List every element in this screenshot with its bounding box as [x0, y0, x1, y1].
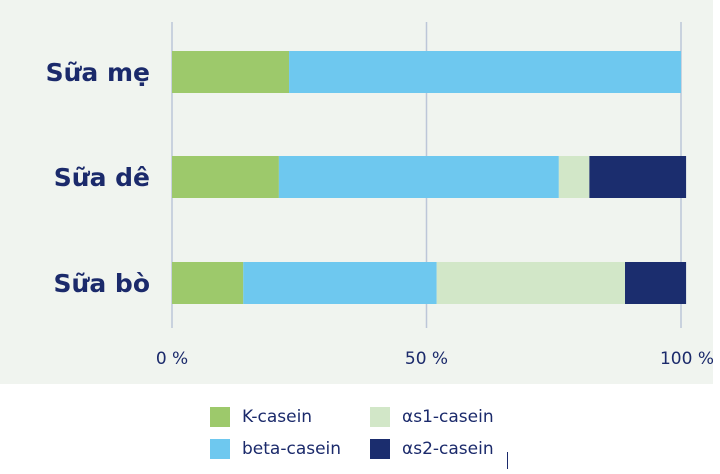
legend-swatch-k-casein	[210, 407, 230, 427]
x-tick-label-2: 100 %	[660, 349, 713, 369]
x-tick-label-1: 50 %	[405, 349, 448, 369]
legend-item-as1-casein: αs1-casein	[370, 404, 494, 430]
legend-swatch-as2-casein	[370, 439, 390, 459]
legend-label-as1-casein: αs1-casein	[402, 407, 494, 427]
bar-segment-beta-casein-2	[243, 262, 437, 304]
bar-segment-s1-casein-2	[436, 262, 626, 304]
bar-segment-beta-casein-1	[278, 156, 559, 198]
bar-segment-s2-casein-2	[625, 262, 687, 304]
legend: K-casein beta-casein αs1-casein αs2-case…	[200, 394, 508, 470]
category-label-1: Sữa dê	[54, 163, 150, 192]
bar-segment-k-casein-2	[172, 262, 244, 304]
bar-segment-s1-casein-1	[558, 156, 590, 198]
bar-segment-k-casein-0	[172, 51, 290, 93]
legend-label-k-casein: K-casein	[242, 407, 313, 427]
category-label-2: Sữa bò	[54, 269, 150, 298]
legend-swatch-beta-casein	[210, 439, 230, 459]
category-label-0: Sữa mẹ	[46, 58, 150, 87]
legend-swatch-as1-casein	[370, 407, 390, 427]
legend-label-beta-casein: beta-casein	[242, 439, 342, 459]
bar-segment-beta-casein-0	[289, 51, 681, 93]
legend-item-as2-casein: αs2-casein	[370, 436, 494, 462]
x-tick-label-0: 0 %	[156, 349, 188, 369]
legend-item-beta-casein: beta-casein	[210, 436, 341, 462]
legend-label-as2-casein: αs2-casein	[402, 439, 494, 459]
bar-segment-k-casein-1	[172, 156, 279, 198]
legend-item-k-casein: K-casein	[210, 404, 312, 430]
legend-edge-mark	[507, 452, 508, 469]
stacked-bar-chart: Sữa mẹ Sữa dê Sữa bò 0 % 50 % 100 %	[46, 22, 713, 369]
bar-segment-s2-casein-1	[589, 156, 687, 198]
